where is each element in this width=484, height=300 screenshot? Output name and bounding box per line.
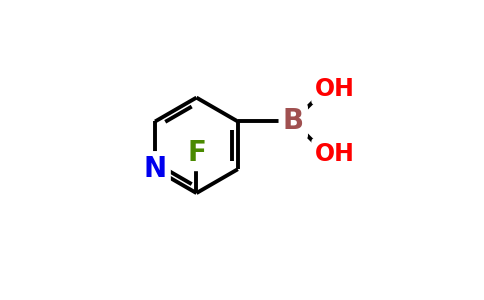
Text: F: F: [187, 139, 206, 167]
Text: OH: OH: [315, 142, 355, 166]
Text: B: B: [283, 107, 304, 136]
Text: OH: OH: [315, 77, 355, 101]
Text: N: N: [144, 155, 166, 183]
